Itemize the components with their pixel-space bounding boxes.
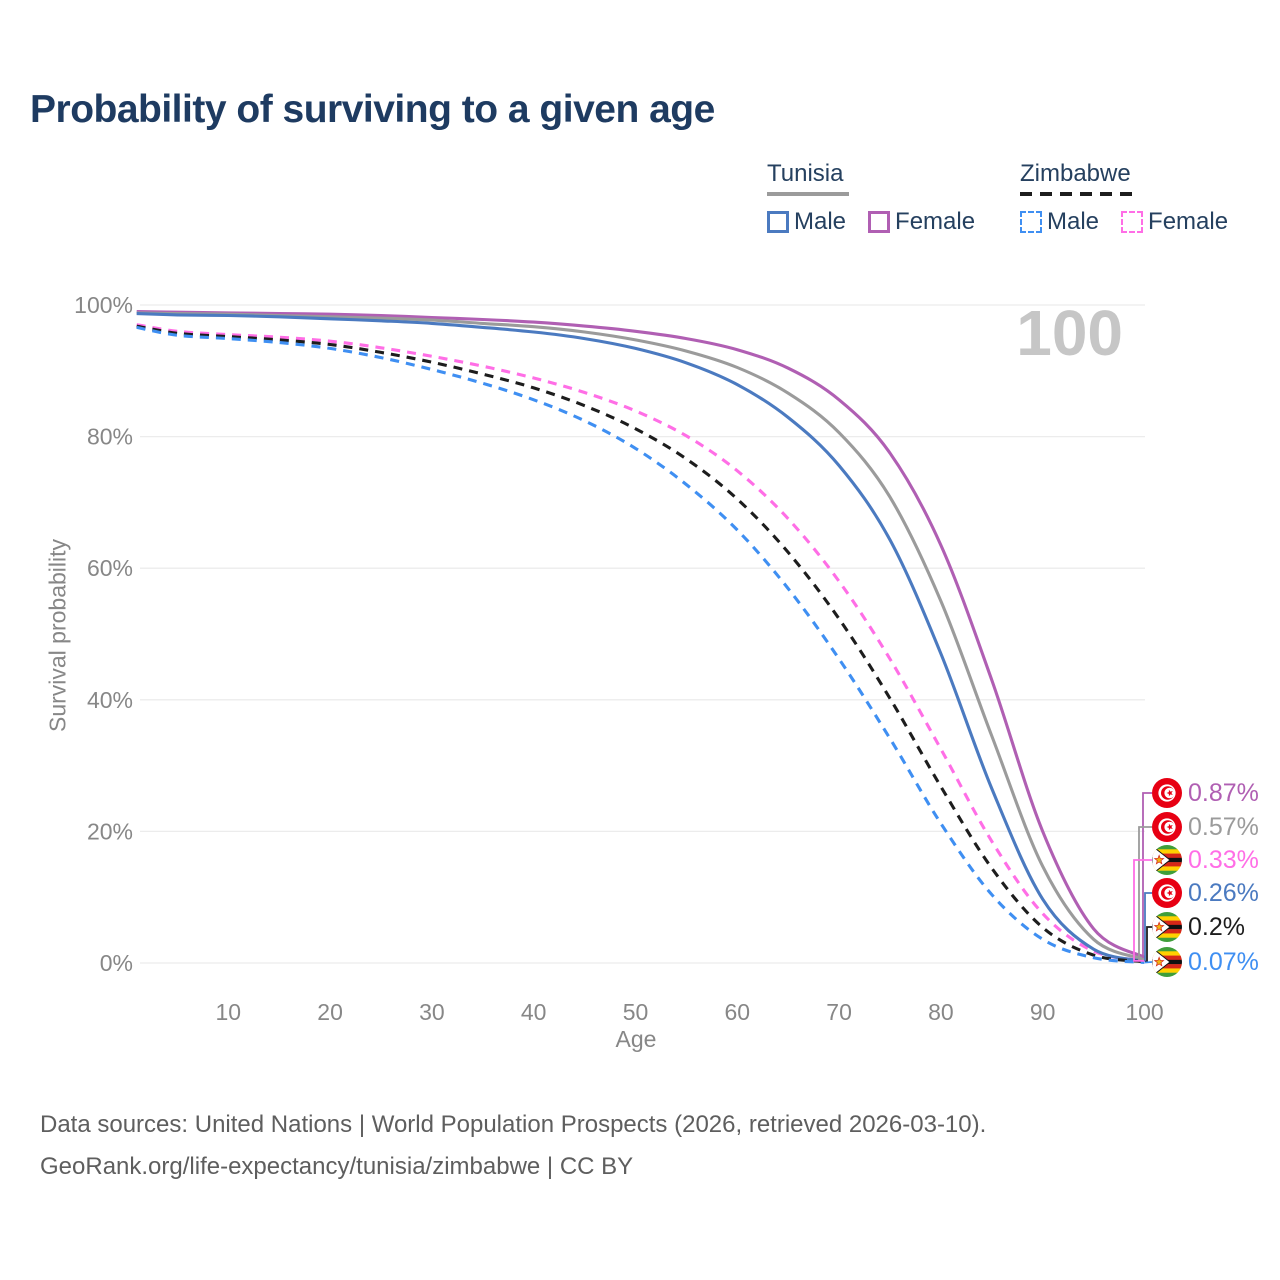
- footer-sources: Data sources: United Nations | World Pop…: [40, 1111, 987, 1138]
- series-line-tunisia-male: [136, 312, 1145, 963]
- footer-link: GeoRank.org/life-expectancy/tunisia/zimb…: [40, 1153, 634, 1180]
- end-label-value: 0.87%: [1188, 778, 1259, 807]
- legend-item-tunisia-male[interactable]: Male: [767, 208, 846, 236]
- y-tick-label: 100%: [74, 292, 133, 318]
- x-tick-label: 90: [1030, 999, 1056, 1025]
- end-label-value: 0.07%: [1188, 947, 1259, 976]
- legend-title-zimbabwe: Zimbabwe: [1020, 160, 1131, 187]
- legend-item-tunisia-female[interactable]: Female: [868, 208, 975, 236]
- end-label-value: 0.57%: [1188, 812, 1259, 841]
- legend-group-zimbabwe: Zimbabwe Male Female: [1020, 160, 1228, 236]
- leader-line-zimbabwe-male: [1144, 961, 1153, 964]
- end-label-value: 0.2%: [1188, 912, 1245, 941]
- series-line-zimbabwe-both: [136, 324, 1145, 964]
- series-line-zimbabwe-female: [136, 323, 1145, 963]
- x-tick-label: 60: [725, 999, 751, 1025]
- leader-line-tunisia-both: [1138, 826, 1152, 961]
- zimbabwe-flag-icon: [1152, 947, 1182, 977]
- legend-item-zimbabwe-male[interactable]: Male: [1020, 208, 1099, 236]
- leader-line-tunisia-female: [1142, 792, 1152, 959]
- leader-line-zimbabwe-female: [1133, 859, 1152, 962]
- leader-line-tunisia-male: [1144, 892, 1152, 962]
- series-line-tunisia-female: [136, 310, 1146, 959]
- end-label-zimbabwe-both: 0.2%: [1152, 911, 1245, 943]
- y-tick-label: 40%: [87, 687, 133, 713]
- end-label-value: 0.26%: [1188, 878, 1259, 907]
- legend-label-tunisia-male: Male: [794, 208, 847, 235]
- tunisia-flag-icon: [1152, 812, 1182, 842]
- legend-underline-tunisia: [767, 192, 849, 196]
- x-tick-label: 80: [928, 999, 954, 1025]
- y-tick-label: 60%: [87, 555, 133, 581]
- zimbabwe-flag-icon: [1152, 912, 1182, 942]
- leader-line-zimbabwe-both: [1145, 926, 1152, 963]
- page-title: Probability of surviving to a given age: [30, 88, 715, 131]
- leader-lines: [1133, 792, 1153, 964]
- legend-item-zimbabwe-female[interactable]: Female: [1121, 208, 1228, 236]
- legend-label-tunisia-female: Female: [895, 208, 976, 235]
- end-label-tunisia-both: 0.57%: [1152, 811, 1259, 843]
- legend-swatch-zimbabwe-female-icon: [1121, 211, 1144, 233]
- y-tick-label: 0%: [100, 950, 133, 976]
- series-line-tunisia-both: [136, 311, 1146, 961]
- legend-underline-zimbabwe: [1020, 192, 1140, 196]
- legend-label-zimbabwe-male: Male: [1047, 208, 1100, 235]
- end-label-value: 0.33%: [1188, 845, 1259, 874]
- y-tick-label: 80%: [87, 424, 133, 450]
- legend-swatch-tunisia-male-icon: [767, 211, 789, 233]
- age-counter-watermark: 100: [1016, 297, 1123, 369]
- end-label-zimbabwe-male: 0.07%: [1152, 946, 1259, 978]
- x-tick-label: 20: [317, 999, 343, 1025]
- x-tick-label: 40: [521, 999, 547, 1025]
- y-tick-label: 20%: [87, 818, 133, 844]
- legend-label-zimbabwe-female: Female: [1148, 208, 1229, 235]
- x-tick-label: 100: [1125, 999, 1163, 1025]
- x-tick-label: 70: [826, 999, 852, 1025]
- end-label-tunisia-female: 0.87%: [1152, 777, 1259, 809]
- tunisia-flag-icon: [1152, 878, 1182, 908]
- end-label-zimbabwe-female: 0.33%: [1152, 844, 1259, 876]
- grid-and-ticks: 0% 20% 40% 60% 80% 100% 10 20 30 40 50 60 70 80 90 100: [74, 292, 1164, 1025]
- series-line-zimbabwe-male: [136, 325, 1145, 965]
- series-lines: [136, 310, 1146, 965]
- tunisia-flag-icon: [1152, 778, 1182, 808]
- x-tick-label: 30: [419, 999, 445, 1025]
- legend-title-tunisia: Tunisia: [767, 160, 844, 187]
- footer-note: Data sources: United Nations | World Pop…: [40, 1104, 986, 1188]
- x-tick-label: 50: [623, 999, 649, 1025]
- x-tick-label: 10: [216, 999, 242, 1025]
- legend-swatch-zimbabwe-male-icon: [1020, 211, 1042, 233]
- end-label-tunisia-male: 0.26%: [1152, 877, 1259, 909]
- legend-swatch-tunisia-female-icon: [868, 211, 891, 233]
- legend-group-tunisia: Tunisia Male Female: [767, 160, 975, 236]
- zimbabwe-flag-icon: [1152, 845, 1182, 875]
- x-axis-title: Age: [615, 1026, 657, 1052]
